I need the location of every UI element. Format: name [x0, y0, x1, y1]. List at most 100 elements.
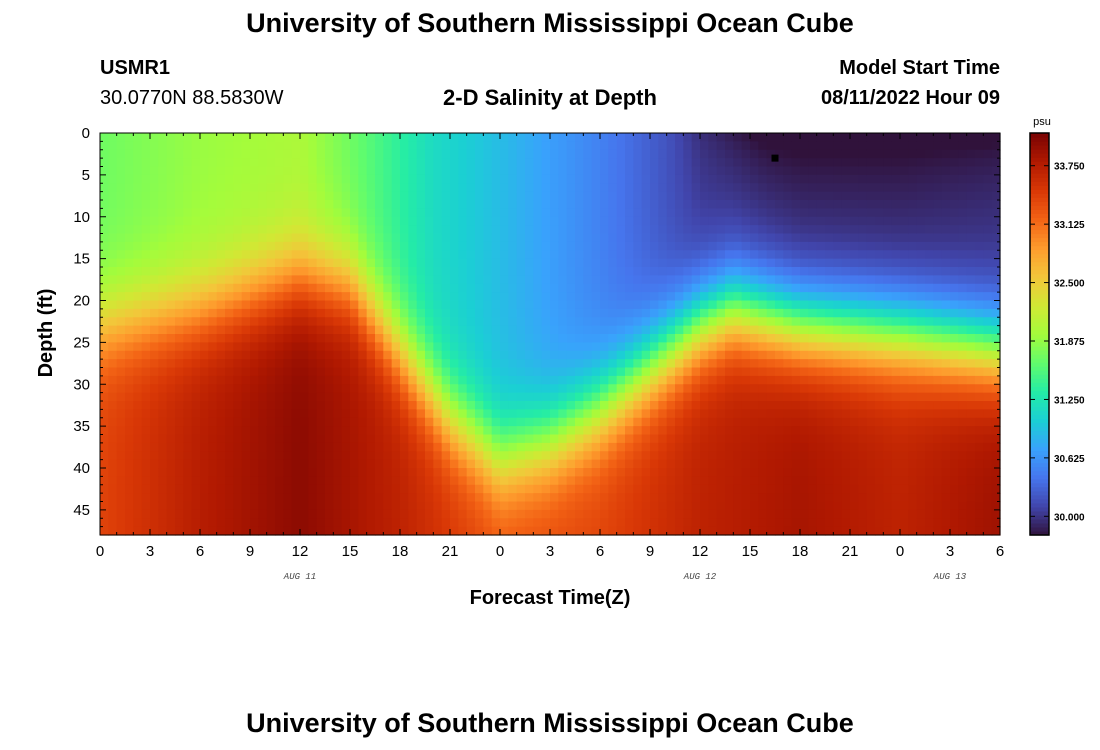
heatmap-cell — [825, 208, 834, 218]
heatmap-cell — [741, 225, 751, 235]
heatmap-cell — [300, 526, 309, 536]
heatmap-cell — [941, 342, 951, 352]
heatmap-cell — [808, 476, 818, 486]
heatmap-cell — [933, 334, 943, 343]
heatmap-cell — [908, 183, 918, 193]
heatmap-cell — [550, 459, 559, 469]
heatmap-cell — [883, 208, 893, 218]
heatmap-cell — [941, 509, 951, 519]
heatmap-cell — [391, 216, 401, 226]
heatmap-cell — [925, 133, 934, 142]
heatmap-cell — [600, 241, 609, 251]
heatmap-cell — [241, 392, 251, 402]
heatmap-cell — [175, 459, 184, 469]
heatmap-cell — [841, 526, 851, 536]
heatmap-cell — [391, 518, 401, 528]
heatmap-cell — [825, 241, 834, 251]
heatmap-cell — [675, 426, 684, 436]
heatmap-cell — [458, 308, 468, 318]
heatmap-cell — [100, 250, 109, 260]
heatmap-cell — [658, 468, 668, 477]
heatmap-cell — [800, 501, 809, 511]
heatmap-cell — [525, 367, 534, 377]
heatmap-cell — [925, 476, 934, 486]
heatmap-cell — [491, 518, 501, 528]
heatmap-cell — [391, 509, 401, 519]
heatmap-cell — [225, 526, 234, 536]
heatmap-cell — [158, 267, 168, 276]
heatmap-cell — [766, 308, 776, 318]
heatmap-cell — [450, 200, 459, 209]
heatmap-cell — [716, 208, 726, 218]
heatmap-cell — [191, 392, 201, 402]
heatmap-cell — [216, 476, 226, 486]
heatmap-cell — [891, 468, 901, 477]
heatmap-cell — [891, 141, 901, 151]
heatmap-cell — [558, 166, 568, 176]
heatmap-cell — [341, 442, 351, 452]
heatmap-cell — [758, 149, 768, 159]
heatmap-cell — [883, 216, 893, 226]
heatmap-cell — [116, 216, 126, 226]
heatmap-cell — [433, 141, 443, 151]
heatmap-cell — [391, 392, 401, 402]
heatmap-cell — [341, 283, 351, 293]
heatmap-cell — [741, 183, 751, 193]
heatmap-cell — [325, 501, 334, 511]
heatmap-cell — [408, 166, 418, 176]
heatmap-cell — [700, 367, 709, 377]
heatmap-cell — [316, 367, 326, 377]
heatmap-cell — [825, 434, 834, 444]
heatmap-cell — [583, 350, 593, 360]
heatmap-cell — [158, 375, 168, 385]
heatmap-cell — [391, 451, 401, 461]
heatmap-cell — [383, 166, 393, 176]
heatmap-cell — [325, 359, 334, 369]
heatmap-cell — [575, 275, 584, 285]
heatmap-cell — [841, 258, 851, 268]
heatmap-cell — [316, 267, 326, 276]
heatmap-cell — [141, 342, 151, 352]
heatmap-cell — [883, 451, 893, 461]
heatmap-cell — [808, 225, 818, 235]
heatmap-cell — [150, 476, 159, 486]
heatmap-cell — [475, 417, 484, 427]
heatmap-cell — [616, 526, 626, 536]
heatmap-cell — [450, 392, 459, 402]
heatmap-cell — [733, 267, 743, 276]
heatmap-cell — [758, 174, 768, 184]
heatmap-cell — [133, 442, 143, 452]
heatmap-cell — [625, 292, 634, 302]
heatmap-cell — [775, 359, 784, 369]
heatmap-cell — [683, 392, 693, 402]
heatmap-cell — [775, 476, 784, 486]
heatmap-cell — [375, 158, 384, 168]
heatmap-cell — [891, 334, 901, 343]
heatmap-cell — [900, 434, 909, 444]
heatmap-cell — [408, 250, 418, 260]
heatmap-cell — [425, 518, 434, 528]
heatmap-cell — [575, 166, 584, 176]
heatmap-cell — [183, 434, 193, 444]
heatmap-cell — [758, 267, 768, 276]
heatmap-cell — [733, 401, 743, 410]
heatmap-cell — [191, 359, 201, 369]
heatmap-cell — [933, 409, 943, 419]
heatmap-cell — [700, 417, 709, 427]
heatmap-cell — [125, 434, 134, 444]
heatmap-cell — [183, 375, 193, 385]
heatmap-cell — [450, 300, 459, 310]
heatmap-cell — [875, 417, 884, 427]
heatmap-cell — [691, 334, 701, 343]
heatmap-cell — [775, 275, 784, 285]
heatmap-cell — [375, 509, 384, 519]
heatmap-cell — [283, 375, 293, 385]
heatmap-cell — [750, 501, 759, 511]
heatmap-cell — [108, 518, 118, 528]
heatmap-cell — [808, 158, 818, 168]
heatmap-cell — [441, 292, 451, 302]
heatmap-cell — [358, 384, 368, 394]
heatmap-cell — [850, 401, 859, 410]
heatmap-cell — [283, 250, 293, 260]
heatmap-cell — [275, 375, 284, 385]
